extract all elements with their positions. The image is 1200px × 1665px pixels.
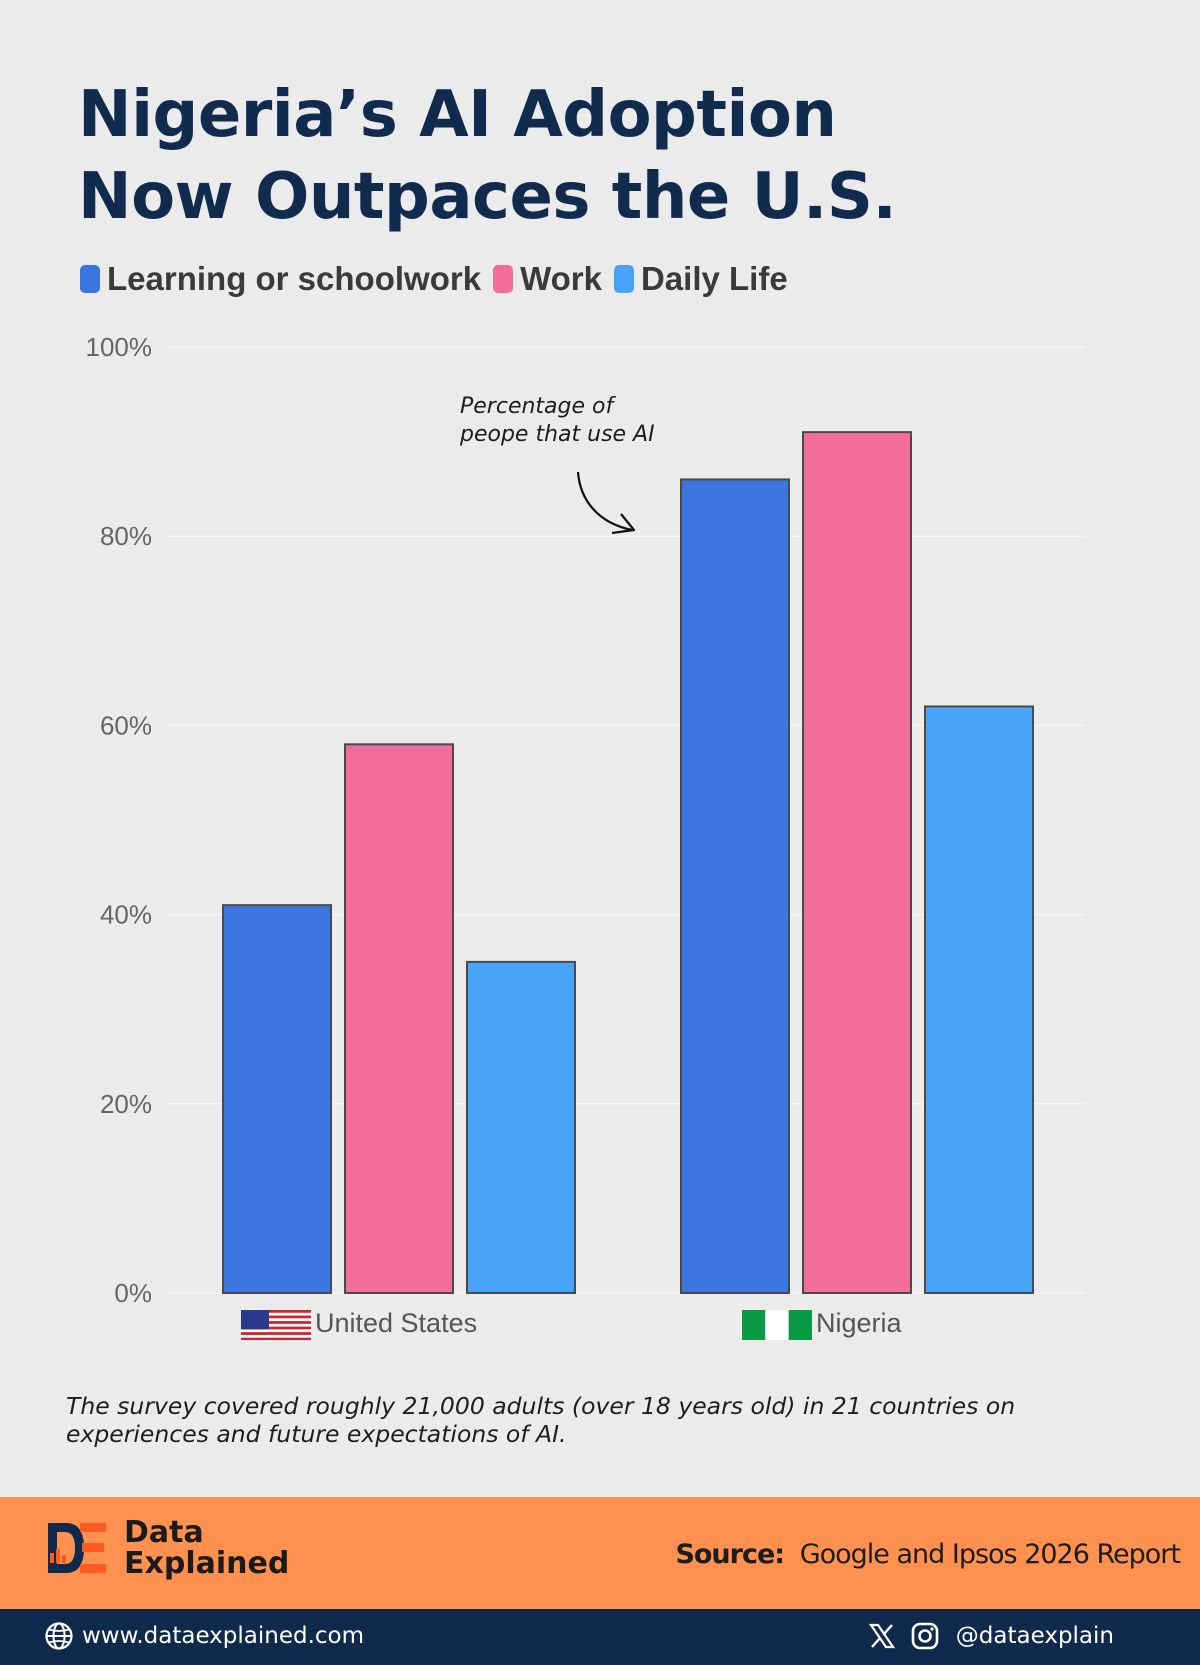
legend-label: Work	[520, 260, 602, 297]
legend-item: Work	[493, 260, 602, 298]
instagram-icon[interactable]	[910, 1621, 940, 1651]
y-tick-label: 20%	[100, 1089, 152, 1119]
us-flag-stripe	[241, 1323, 311, 1327]
legend-label: Daily Life	[640, 260, 788, 297]
title-line-1: Nigeria’s AI Adoption	[78, 78, 837, 152]
chart-annotation: Percentage of peope that use AI	[460, 393, 720, 449]
footnote-line-1: The survey covered roughly 21,000 adults…	[66, 1392, 1016, 1420]
y-tick-label: 80%	[100, 521, 152, 551]
survey-footnote: The survey covered roughly 21,000 adults…	[66, 1392, 1146, 1448]
legend-swatch	[613, 265, 634, 293]
footer-band: Data Explained Source: Google and Ipsos …	[0, 1497, 1200, 1609]
annotation-line-1: Percentage of	[460, 394, 614, 419]
brand-line-2: Explained	[124, 1546, 290, 1581]
website-link[interactable]: www.dataexplained.com	[44, 1621, 364, 1651]
legend-swatch	[80, 265, 100, 293]
brand-name: Data Explained	[124, 1517, 289, 1579]
us-flag-stripe	[241, 1321, 311, 1325]
footnote-line-2: experiences and future expectations of A…	[66, 1420, 567, 1448]
globe-icon	[45, 1622, 73, 1650]
annotation-arrowhead	[611, 513, 636, 535]
us-flag-stripe	[241, 1326, 311, 1330]
y-tick-label: 60%	[100, 710, 152, 740]
bar	[802, 431, 912, 1294]
us-flag-stripe	[241, 1337, 311, 1340]
x-category-label: United States	[315, 1308, 477, 1338]
social-links: @dataexplain	[854, 1621, 1114, 1651]
y-tick-label: 100%	[86, 332, 153, 362]
nigeria-flag-white	[765, 1310, 789, 1340]
us-flag-stripe	[241, 1318, 311, 1322]
us-flag-stripe	[241, 1315, 311, 1319]
bar	[680, 478, 790, 1294]
chart-legend: Learning or schoolwork Work Daily Life	[80, 260, 800, 298]
source-text: Google and Ipsos 2026 Report	[799, 1539, 1181, 1570]
source-credit: Source: Google and Ipsos 2026 Report	[675, 1539, 1181, 1570]
website-url: www.dataexplained.com	[82, 1623, 365, 1649]
legend-item: Daily Life	[613, 260, 788, 298]
bar	[924, 705, 1034, 1295]
title-line-2: Now Outpaces the U.S.	[78, 160, 897, 234]
us-flag-stripe	[241, 1334, 311, 1338]
annotation-line-2: peope that use AI	[460, 422, 655, 447]
x-category-label: Nigeria	[816, 1308, 903, 1338]
brand-line-1: Data	[124, 1515, 204, 1550]
us-flag-stripe	[241, 1312, 311, 1316]
nigeria-flag-green-left	[742, 1310, 766, 1340]
social-handle: @dataexplain	[955, 1623, 1114, 1649]
us-flag-canton	[241, 1310, 269, 1330]
us-flag-stripe	[241, 1332, 311, 1336]
y-tick-label: 0%	[114, 1278, 152, 1308]
legend-label: Learning or schoolwork	[107, 260, 482, 297]
brand-logo: Data Explained	[44, 1517, 289, 1579]
legend-swatch	[493, 265, 514, 293]
bar	[222, 904, 332, 1294]
nigeria-flag-green-right	[788, 1310, 812, 1340]
us-flag-stripe	[241, 1310, 311, 1314]
source-label: Source:	[675, 1539, 785, 1570]
bar-chart: 0% 20% 40% 60% 80% 100% United States Nigeria	[86, 332, 1085, 1340]
x-logo-icon[interactable]	[868, 1622, 896, 1650]
us-flag-stripe	[241, 1329, 311, 1333]
annotation-arrow	[576, 471, 633, 532]
bar	[466, 960, 576, 1295]
data-explained-logo-icon	[48, 1523, 106, 1573]
page-title: Nigeria’s AI Adoption Now Outpaces the U…	[78, 74, 1078, 238]
legend-item: Learning or schoolwork	[80, 260, 481, 298]
bottom-bar: www.dataexplained.com @dataexplain	[0, 1609, 1200, 1665]
y-tick-label: 40%	[100, 900, 152, 930]
bar	[344, 743, 454, 1294]
